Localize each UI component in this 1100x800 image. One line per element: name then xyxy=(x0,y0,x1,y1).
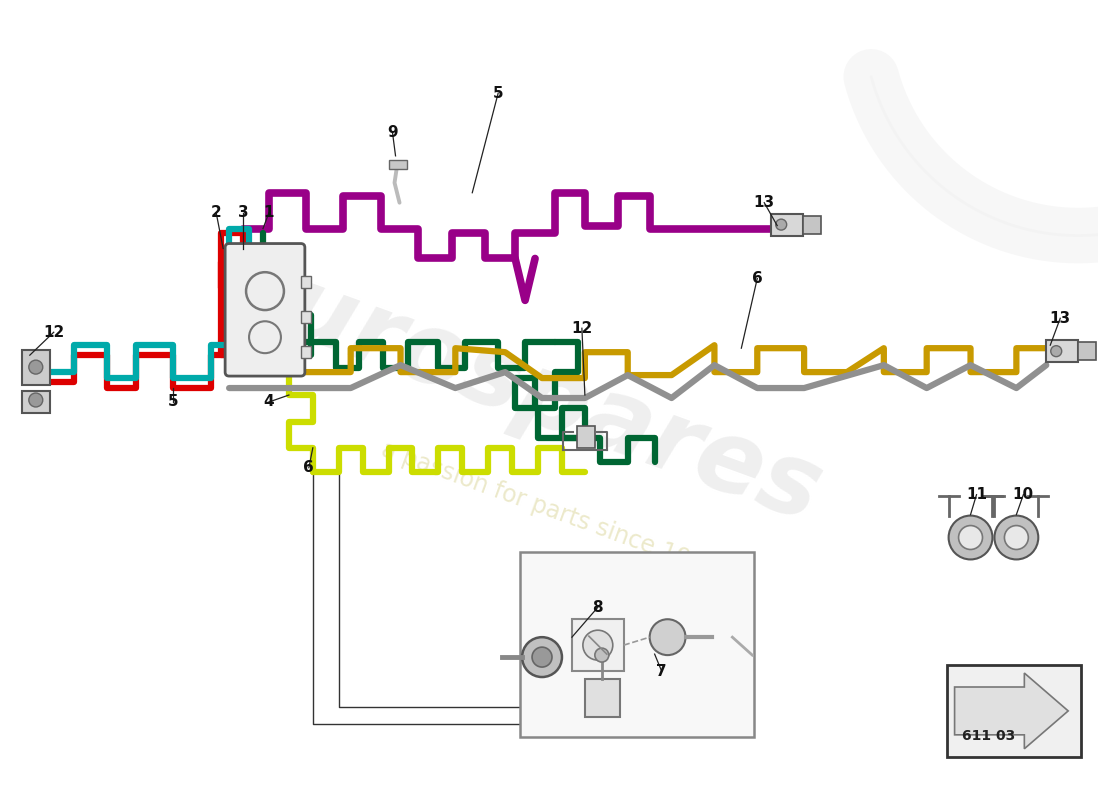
Circle shape xyxy=(958,526,982,550)
Circle shape xyxy=(522,637,562,677)
Circle shape xyxy=(994,515,1038,559)
Text: 4: 4 xyxy=(264,394,274,410)
Bar xyxy=(576,426,595,448)
Text: 2: 2 xyxy=(211,205,221,220)
Text: 5: 5 xyxy=(168,394,178,410)
Text: 13: 13 xyxy=(1049,310,1070,326)
Text: 6: 6 xyxy=(304,460,315,475)
Circle shape xyxy=(29,360,43,374)
Text: 1: 1 xyxy=(264,205,274,220)
Text: 10: 10 xyxy=(1013,487,1034,502)
Text: 3: 3 xyxy=(238,205,249,220)
Text: 12: 12 xyxy=(571,321,593,336)
Circle shape xyxy=(532,647,552,667)
Bar xyxy=(1046,340,1078,362)
Circle shape xyxy=(1050,346,1062,357)
Text: 6: 6 xyxy=(752,271,762,286)
Circle shape xyxy=(948,515,992,559)
Bar xyxy=(585,679,619,717)
Circle shape xyxy=(650,619,685,655)
Bar xyxy=(572,619,624,671)
Text: 5: 5 xyxy=(493,86,504,101)
Text: 13: 13 xyxy=(754,195,774,210)
FancyBboxPatch shape xyxy=(226,243,305,376)
Bar xyxy=(947,665,1081,757)
Bar xyxy=(301,346,311,358)
Bar xyxy=(301,277,311,288)
Text: a passion for parts since 1985: a passion for parts since 1985 xyxy=(378,438,722,582)
Circle shape xyxy=(29,393,43,407)
Text: 8: 8 xyxy=(593,600,603,614)
Text: 12: 12 xyxy=(43,325,65,340)
Text: 611 03: 611 03 xyxy=(961,729,1015,743)
Bar xyxy=(22,350,50,385)
Text: 7: 7 xyxy=(657,663,667,678)
Circle shape xyxy=(1004,526,1028,550)
Text: 9: 9 xyxy=(387,126,398,141)
Bar xyxy=(771,214,803,235)
Text: eurospares: eurospares xyxy=(207,236,834,544)
Circle shape xyxy=(595,648,608,662)
Circle shape xyxy=(776,219,786,230)
Bar xyxy=(1078,342,1096,360)
Text: 11: 11 xyxy=(966,487,987,502)
Bar xyxy=(520,553,755,737)
Bar xyxy=(301,311,311,323)
Bar xyxy=(22,391,50,413)
Circle shape xyxy=(583,630,613,660)
Polygon shape xyxy=(955,673,1068,749)
Bar xyxy=(388,160,407,169)
Bar xyxy=(803,216,821,234)
